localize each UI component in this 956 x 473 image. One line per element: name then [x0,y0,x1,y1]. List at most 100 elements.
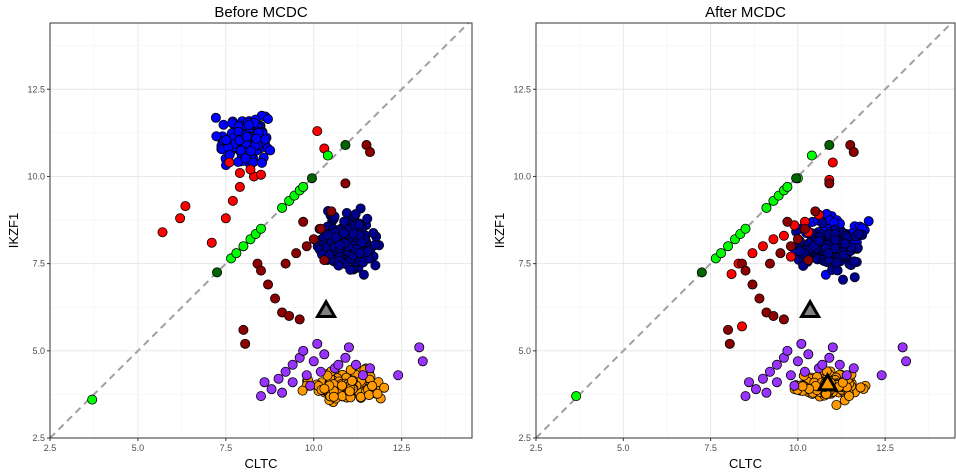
data-point [740,223,751,234]
data-point [341,208,352,219]
data-point [370,239,381,250]
data-point [827,342,838,353]
data-point [726,269,737,280]
data-point [365,363,376,374]
x-tick-label: 5.0 [132,443,145,453]
x-tick-label: 10.0 [789,443,807,453]
data-point [227,195,238,206]
data-point [358,269,369,280]
series-3 [297,363,390,408]
series-4 [255,338,428,402]
data-point [782,181,793,192]
data-point [238,324,249,335]
y-tick-label: 2.5 [32,433,45,443]
data-point [838,274,849,285]
data-point [175,213,186,224]
data-point [180,201,191,212]
data-point [764,258,775,269]
data-point [287,359,298,370]
data-point [372,388,383,399]
series-1 [210,110,276,171]
data-point [234,167,245,178]
series-2 [312,203,385,280]
data-point [771,359,782,370]
data-point [367,380,378,391]
data-point [330,232,341,243]
chart-panel-1: 2.5 5.0 7.5 10.0 12.5 2.5 5.0 7.5 10.0 12.5 Before… [6,4,473,471]
data-point [571,391,582,402]
data-point [696,267,707,278]
data-point [210,112,221,123]
data-point [831,400,842,411]
data-point [224,157,235,168]
y-tick-label: 2.5 [518,433,531,443]
data-point [340,178,351,189]
data-point [824,352,835,363]
triangle-marker [314,298,338,319]
data-point [737,321,748,332]
data-point [298,216,309,227]
data-point [785,241,796,252]
data-point [853,228,864,239]
data-point [298,181,309,192]
data-point [350,359,361,370]
y-tick-label: 7.5 [32,259,45,269]
data-point [379,382,390,393]
data-point [792,234,803,245]
data-point [291,248,302,259]
data-point [298,345,309,356]
data-point [796,338,807,349]
x-tick-label: 12.5 [876,443,894,453]
data-point [362,213,373,224]
data-point [761,202,772,213]
data-point [799,366,810,377]
data-point [364,390,375,401]
data-point [778,314,789,325]
chart-title: Before MCDC [214,4,308,21]
data-point [848,363,859,374]
plot-border [535,22,956,439]
data-point [830,235,841,246]
data-point [876,370,887,381]
data-point [273,373,284,384]
data-point [740,265,751,276]
data-point [795,246,806,257]
x-tick-label: 5.0 [617,443,630,453]
data-point [255,391,266,402]
series-6 [238,140,376,349]
data-point [265,145,276,156]
data-point [256,157,267,168]
data-point [393,370,404,381]
x-axis-label: CLTC [245,456,278,471]
y-tick-label: 10.0 [513,171,531,181]
y-tick-label: 7.5 [518,259,531,269]
data-point [241,131,252,142]
data-point [901,356,912,367]
data-point [855,382,866,393]
data-point [757,241,768,252]
data-point [849,272,860,283]
series-6 [723,140,859,349]
data-point [806,150,817,161]
x-tick-label: 2.5 [44,443,57,453]
data-point [333,359,344,370]
x-tick-label: 12.5 [393,443,411,453]
data-point [764,366,775,377]
data-point [827,157,838,168]
data-point [280,258,291,269]
data-point [270,293,281,304]
series-4 [740,338,912,402]
x-tick-label: 10.0 [305,443,323,453]
x-tick-label: 7.5 [704,443,717,453]
data-point [803,349,814,360]
data-point [280,366,291,377]
data-point [789,380,800,391]
data-point [243,119,254,130]
series-8 [212,140,351,278]
data-point [211,131,222,142]
data-point [306,173,317,184]
data-point [315,366,326,377]
data-point [206,237,217,248]
data-point [335,240,346,251]
